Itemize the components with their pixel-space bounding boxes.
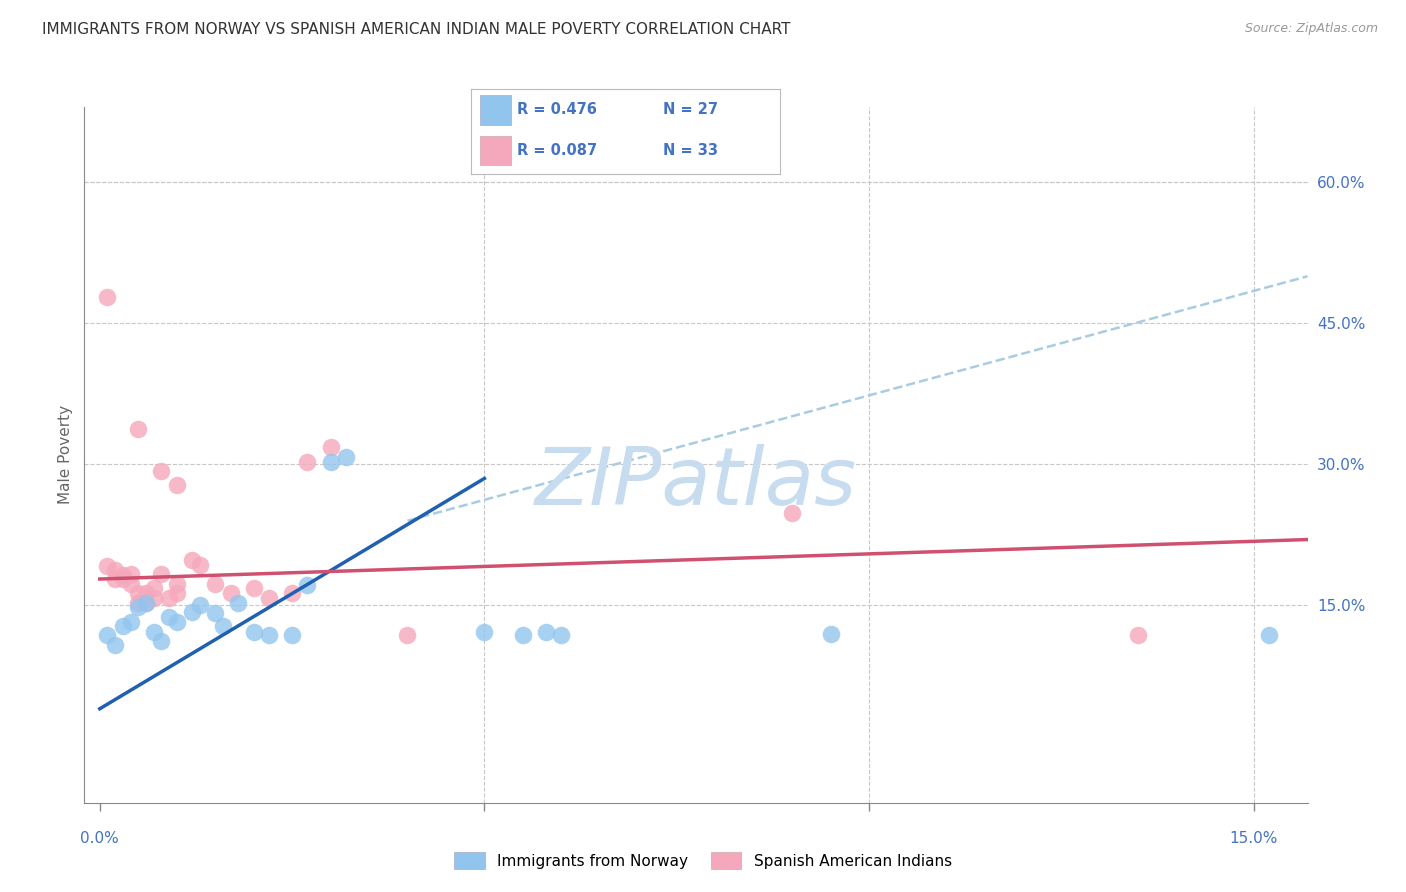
Legend: Immigrants from Norway, Spanish American Indians: Immigrants from Norway, Spanish American… (449, 846, 957, 875)
Text: N = 27: N = 27 (662, 103, 718, 118)
Point (127, 586, 149, 600)
Point (297, 455, 319, 469)
Point (104, 572, 127, 586)
Point (319, 455, 342, 469)
Point (142, 582, 165, 596)
Point (150, 567, 173, 582)
Text: ZIPatlas: ZIPatlas (534, 443, 858, 522)
Point (127, 421, 149, 435)
Point (550, 628, 572, 642)
Point (150, 634, 173, 648)
Point (1128, 628, 1150, 642)
Point (297, 577, 319, 591)
Text: R = 0.087: R = 0.087 (517, 143, 598, 158)
Y-axis label: Male Poverty: Male Poverty (58, 405, 73, 505)
Point (242, 624, 264, 639)
Text: Source: ZipAtlas.com: Source: ZipAtlas.com (1244, 22, 1378, 36)
Text: R = 0.476: R = 0.476 (517, 103, 598, 118)
Point (135, 586, 157, 600)
Point (166, 478, 188, 492)
Point (111, 568, 134, 582)
Point (257, 628, 280, 642)
Point (211, 619, 233, 633)
Point (219, 586, 242, 600)
Point (396, 628, 419, 642)
Text: IMMIGRANTS FROM NORWAY VS SPANISH AMERICAN INDIAN MALE POVERTY CORRELATION CHART: IMMIGRANTS FROM NORWAY VS SPANISH AMERIC… (42, 22, 790, 37)
Point (1258, 628, 1281, 642)
Text: 0.0%: 0.0% (80, 831, 120, 846)
Point (135, 595, 157, 609)
Point (127, 600, 149, 615)
Point (335, 450, 357, 464)
Point (204, 606, 226, 620)
Point (135, 597, 157, 611)
Point (142, 624, 165, 639)
Point (188, 599, 211, 613)
Point (181, 605, 204, 619)
Point (204, 576, 226, 591)
Point (188, 558, 211, 572)
Point (96, 628, 118, 642)
Point (142, 591, 165, 605)
Point (157, 609, 180, 624)
Point (281, 586, 304, 600)
Text: N = 33: N = 33 (662, 143, 718, 158)
Point (474, 624, 496, 639)
Text: 15.0%: 15.0% (1229, 831, 1278, 846)
Point (111, 572, 134, 586)
Point (150, 464, 173, 478)
Point (319, 441, 342, 455)
Point (166, 615, 188, 630)
Point (257, 591, 280, 605)
Point (166, 586, 188, 600)
Point (120, 567, 142, 582)
Point (242, 582, 264, 596)
Point (534, 624, 557, 639)
Point (780, 506, 803, 520)
Point (96, 290, 118, 304)
Point (512, 628, 534, 642)
Point (157, 591, 180, 605)
Point (120, 615, 142, 630)
Point (181, 553, 204, 567)
Point (166, 576, 188, 591)
FancyBboxPatch shape (481, 95, 512, 125)
Point (127, 595, 149, 609)
Point (96, 558, 118, 573)
Point (281, 628, 304, 642)
Point (104, 563, 127, 577)
Point (820, 626, 842, 640)
Point (226, 595, 249, 609)
Point (111, 619, 134, 633)
Point (104, 638, 127, 652)
FancyBboxPatch shape (481, 136, 512, 165)
Point (120, 576, 142, 591)
